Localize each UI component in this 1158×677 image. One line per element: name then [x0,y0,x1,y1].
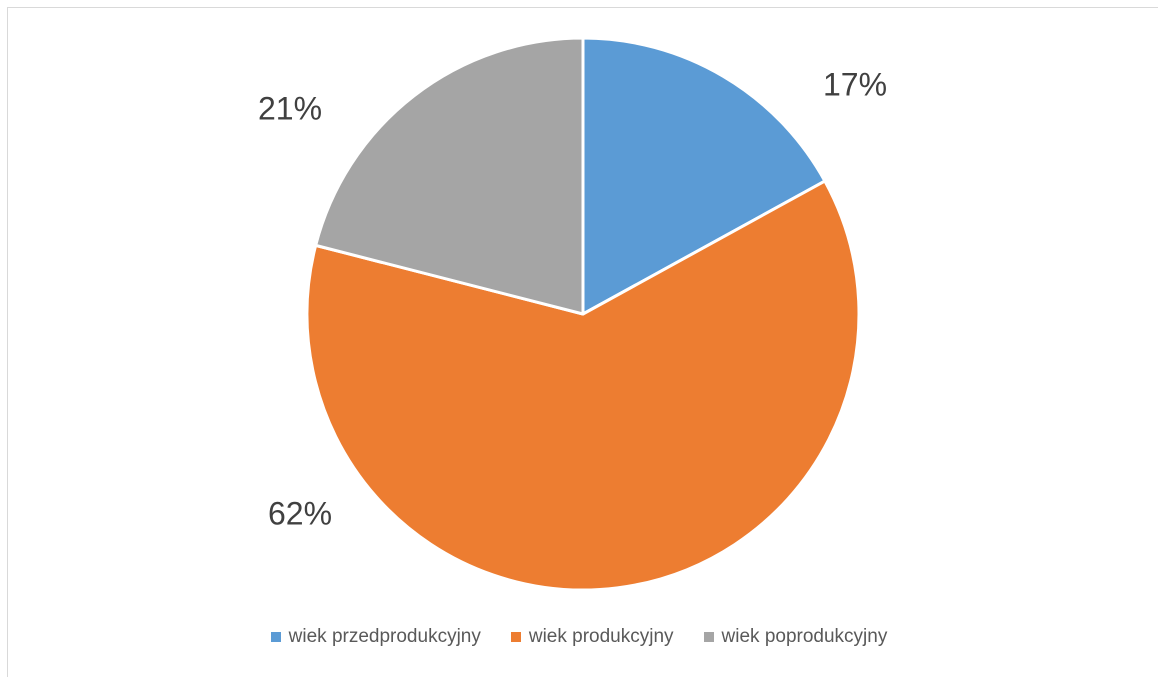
pie-slice-3 [314,36,585,316]
data-label-2: 62% [268,495,332,531]
data-label-1: 17% [823,66,887,102]
legend-label-1: wiek przedprodukcyjny [288,626,481,647]
legend-swatch-3 [703,632,714,642]
legend-label-2: wiek produkcyjny [528,626,674,647]
pie-data-labels: 17% 62% 21% [258,66,887,531]
pie-slice-1 [581,36,827,316]
legend-item-1: wiek przedprodukcyjny [270,626,481,648]
legend-swatch-2 [510,632,521,642]
chart-legend: wiek przedprodukcyjny wiek produkcyjny wie… [0,626,1158,648]
legend-label-3: wiek poprodukcyjny [721,626,888,647]
legend-swatch-1 [270,632,281,642]
pie-slices [305,36,861,592]
pie-slice-2 [305,179,861,592]
legend-item-3: wiek poprodukcyjny [703,626,888,648]
legend-item-2: wiek produkcyjny [510,626,674,648]
data-label-3: 21% [258,90,322,126]
